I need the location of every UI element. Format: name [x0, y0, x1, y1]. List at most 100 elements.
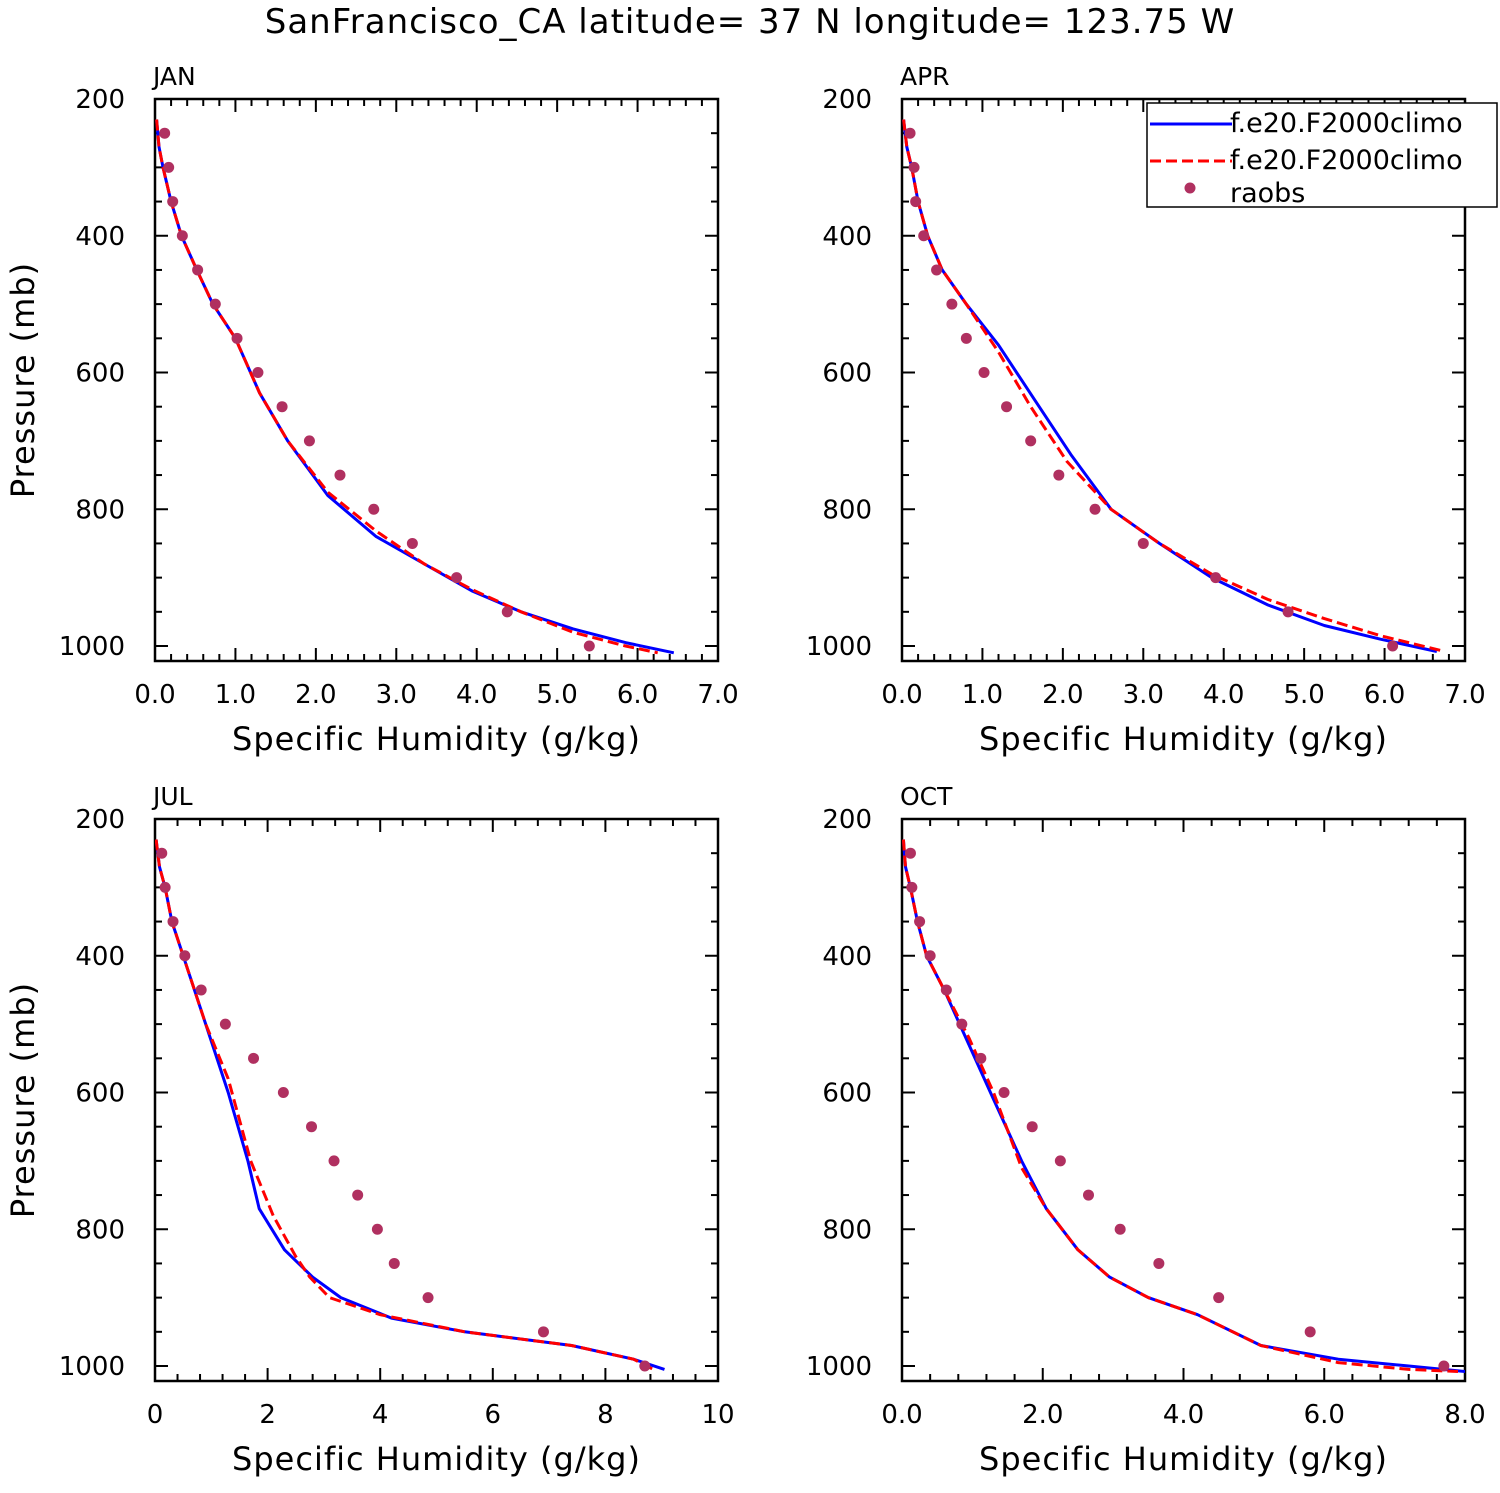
raobs-point: [904, 847, 916, 859]
y-tick-label: 1000: [59, 1352, 125, 1382]
raobs-point: [1153, 1257, 1165, 1269]
y-tick-label: 800: [75, 1215, 125, 1245]
raobs-point: [1089, 503, 1101, 515]
panel-oct: OCT 200 400 600 800 1000 0.0 2.0 4.0 6.0 8.0 Specif…: [806, 782, 1486, 1478]
x-tick-label: 4.0: [1163, 1400, 1204, 1430]
raobs-point: [946, 298, 958, 310]
x-axis-label: Specific Humidity (g/kg): [979, 720, 1388, 758]
raobs-point: [388, 1257, 400, 1269]
x-tick-label: 4: [372, 1400, 389, 1430]
raobs-point: [1137, 537, 1149, 549]
y-tick-label: 400: [75, 942, 125, 972]
y-tick-label: 400: [822, 222, 872, 252]
x-axis-label: Specific Humidity (g/kg): [979, 1440, 1388, 1478]
x-tick-label: 4.0: [1203, 680, 1244, 710]
x-axis-label: Specific Humidity (g/kg): [232, 1440, 641, 1478]
raobs-point: [1054, 1155, 1066, 1167]
raobs-point: [1082, 1189, 1094, 1201]
model-dashed-line: [902, 119, 1446, 653]
raobs-point: [209, 298, 221, 310]
x-tick-label: 0.0: [134, 680, 175, 710]
y-axis-label: Pressure (mb): [4, 982, 42, 1218]
x-tick-label: 0.0: [881, 680, 922, 710]
y-tick-label: 1000: [806, 632, 872, 662]
y-tick-label: 600: [822, 359, 872, 389]
x-tick-label: 2.0: [1022, 1400, 1063, 1430]
x-tick-label: 6: [485, 1400, 502, 1430]
raobs-point: [195, 984, 207, 996]
y-tick-label: 800: [822, 495, 872, 525]
raobs-point: [192, 264, 204, 276]
panel-label: APR: [900, 62, 950, 91]
y-tick-label: 400: [75, 222, 125, 252]
plot-frame: [153, 97, 720, 663]
raobs-point: [956, 1018, 968, 1030]
legend-label: raobs: [1230, 178, 1305, 209]
panel-label: JUL: [151, 782, 193, 811]
panel-label: JAN: [151, 62, 196, 91]
raobs-point: [276, 401, 288, 413]
raobs-point: [978, 367, 990, 378]
y-tick-label: 200: [75, 805, 125, 835]
model-solid-line: [155, 119, 675, 655]
y-tick-label: 800: [75, 495, 125, 525]
x-tick-label: 0.0: [881, 1400, 922, 1430]
panel-label: OCT: [900, 782, 953, 811]
legend-label: f.e20.F2000climo: [1230, 108, 1463, 139]
raobs-point: [537, 1326, 549, 1338]
raobs-point: [252, 367, 264, 378]
raobs-point: [583, 640, 595, 652]
x-axis-label: Specific Humidity (g/kg): [232, 720, 641, 758]
x-tick-label: 7.0: [1444, 680, 1485, 710]
raobs-point: [906, 881, 918, 893]
x-tick-label: 3.0: [1123, 680, 1164, 710]
x-tick-label: 5.0: [1283, 680, 1324, 710]
raobs-point: [904, 127, 916, 139]
model-dashed-line: [902, 839, 1459, 1373]
raobs-point: [306, 1121, 318, 1133]
x-tick-label: 6.0: [617, 680, 658, 710]
raobs-point: [910, 196, 922, 208]
raobs-point: [352, 1189, 364, 1201]
raobs-point: [277, 1087, 289, 1098]
raobs-point: [931, 264, 943, 276]
x-tick-label: 1.0: [215, 680, 256, 710]
panel-apr: APR 200 400 600 800 1000 0.0 1.0 2.0 3.0 4.0 5.0 6.0…: [806, 62, 1486, 758]
x-tick-label: 6.0: [1304, 1400, 1345, 1430]
x-tick-label: 6.0: [1364, 680, 1405, 710]
y-tick-label: 600: [822, 1079, 872, 1109]
raobs-point: [1438, 1360, 1450, 1372]
raobs-point: [371, 1223, 383, 1235]
raobs-point: [406, 537, 418, 549]
raobs-point: [328, 1155, 340, 1167]
raobs-point: [156, 847, 168, 859]
raobs-point: [176, 230, 188, 242]
raobs-point: [303, 435, 315, 447]
x-tick-label: 3.0: [376, 680, 417, 710]
x-tick-label: 2.0: [1042, 680, 1083, 710]
y-tick-label: 800: [822, 1215, 872, 1245]
raobs-point: [975, 1052, 987, 1064]
raobs-point: [159, 127, 171, 139]
raobs-point: [334, 469, 346, 481]
raobs-point: [914, 916, 926, 928]
raobs-point: [918, 230, 930, 242]
legend-label: f.e20.F2000climo: [1230, 145, 1463, 176]
y-tick-label: 200: [75, 85, 125, 115]
raobs-point: [960, 332, 972, 344]
legend-marker: [1184, 182, 1196, 194]
raobs-point: [1304, 1326, 1316, 1338]
raobs-point: [451, 572, 463, 584]
raobs-point: [1387, 640, 1399, 652]
legend-box: [1146, 102, 1498, 208]
raobs-point: [998, 1087, 1010, 1098]
x-tick-label: 8.0: [1444, 1400, 1485, 1430]
x-tick-label: 5.0: [536, 680, 577, 710]
raobs-point: [1114, 1223, 1126, 1235]
plot-frame: [153, 817, 720, 1383]
x-tick-label: 10: [701, 1400, 734, 1430]
raobs-point: [501, 606, 513, 618]
model-dashed-line: [155, 119, 659, 655]
figure-title: SanFrancisco_CA latitude= 37 N longitude…: [264, 2, 1236, 42]
raobs-point: [159, 881, 171, 893]
